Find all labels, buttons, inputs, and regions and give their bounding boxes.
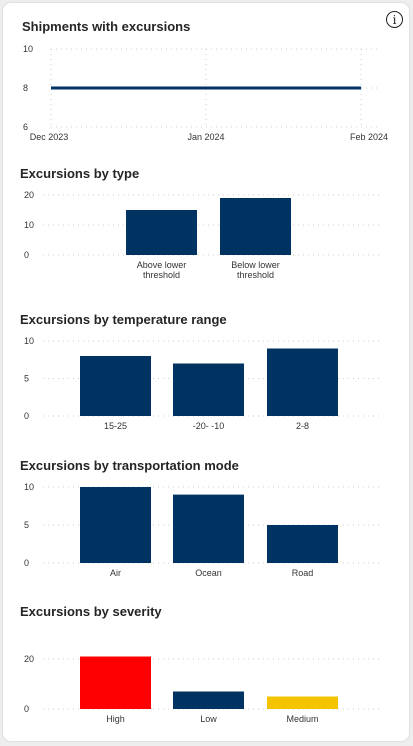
category-label: Low [200,714,217,724]
category-label: Road [292,568,314,578]
y-tick-label: 20 [24,654,34,664]
y-tick-label: 5 [24,374,29,384]
category-label: Above lower [137,260,187,270]
y-tick-label: 5 [24,520,29,530]
y-tick-label: 10 [24,336,34,346]
bar-chart-temperature: 10 5 0 15-25 -20- -10 2-8 [24,336,381,431]
bar [267,696,338,709]
bar [80,656,151,709]
category-label: Ocean [195,568,222,578]
y-tick-label: 0 [24,558,29,568]
chart-title-type: Excursions by type [20,166,140,181]
bar [80,487,151,563]
dashboard-panel: i Shipments with excursions 10 8 6 Dec 2023… [3,3,409,741]
bar [267,525,338,563]
y-tick-label: 10 [24,482,34,492]
category-label: -20- -10 [193,421,225,431]
chart-title-temperature: Excursions by temperature range [20,312,227,327]
bar [80,356,151,416]
y-tick-label: 6 [23,122,28,132]
bar [126,210,197,255]
x-tick-label: Dec 2023 [30,132,69,142]
y-tick-label: 10 [23,44,33,54]
chart-title-transport: Excursions by transportation mode [20,458,239,473]
bar [173,691,244,709]
bar [220,198,291,255]
info-icon[interactable]: i [386,11,403,28]
bar-chart-severity: 20 0 High Low Medium [24,654,381,724]
bar [267,348,338,416]
y-tick-label: 0 [24,704,29,714]
category-label: Medium [286,714,318,724]
x-tick-label: Feb 2024 [350,132,388,142]
bar [173,363,244,416]
y-tick-label: 10 [24,220,34,230]
category-label: threshold [143,270,180,280]
bar-chart-transport: 10 5 0 Air Ocean Road [24,482,381,578]
bar [173,494,244,563]
y-tick-label: 0 [24,411,29,421]
category-label: High [106,714,125,724]
x-tick-label: Jan 2024 [187,132,224,142]
category-label: threshold [237,270,274,280]
chart-title-severity: Excursions by severity [20,604,162,619]
category-label: 2-8 [296,421,309,431]
y-tick-label: 0 [24,250,29,260]
category-label: Air [110,568,121,578]
y-tick-label: 8 [23,83,28,93]
chart-title-shipments: Shipments with excursions [22,19,191,34]
y-tick-label: 20 [24,190,34,200]
category-label: 15-25 [104,421,127,431]
category-label: Below lower [231,260,280,270]
